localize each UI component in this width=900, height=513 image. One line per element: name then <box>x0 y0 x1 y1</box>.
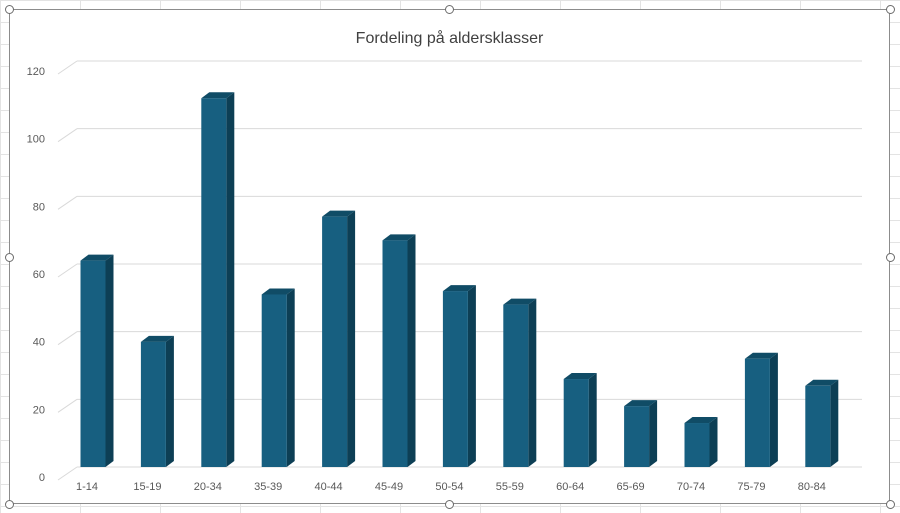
bar[interactable] <box>684 417 718 467</box>
gridline-depth <box>57 263 78 278</box>
bar-front <box>80 260 106 467</box>
y-tick-label: 20 <box>33 404 45 416</box>
x-tick-label: 65-69 <box>617 481 645 493</box>
x-tick-label: 45-49 <box>375 481 403 493</box>
resize-handle-top-center[interactable] <box>445 5 454 14</box>
bar[interactable] <box>322 210 356 467</box>
x-tick-label: 75-79 <box>737 481 765 493</box>
bar-side <box>830 379 839 467</box>
resize-handle-bottom-left[interactable] <box>5 500 14 509</box>
bar-side <box>347 210 356 467</box>
y-tick-label: 80 <box>33 201 45 213</box>
bar-side <box>105 254 114 467</box>
gridline-depth <box>57 331 78 346</box>
resize-handle-middle-right[interactable] <box>886 253 895 262</box>
y-tick-label: 40 <box>33 337 45 349</box>
bar-top <box>201 92 235 99</box>
bar-front <box>322 216 348 467</box>
bar-side <box>649 400 658 467</box>
resize-handle-middle-left[interactable] <box>5 253 14 262</box>
x-axis-ticks: 1-14 15-19 20-34 35-39 40-44 45-49 50-54 55-59 6… <box>76 481 826 493</box>
gridline-depth <box>57 195 78 210</box>
x-tick-label: 1-14 <box>76 481 98 493</box>
y-tick-label: 60 <box>33 269 45 281</box>
bar-front <box>805 385 831 467</box>
resize-handle-top-right[interactable] <box>886 5 895 14</box>
bar-side <box>528 298 537 467</box>
bar[interactable] <box>201 92 235 467</box>
bar-front <box>382 240 408 467</box>
gridline-depth <box>57 60 78 75</box>
y-axis-ticks: 0 20 40 60 80 100 120 <box>27 66 45 484</box>
bar[interactable] <box>624 400 658 467</box>
bar-side <box>407 234 416 467</box>
bar-side <box>165 335 174 467</box>
x-tick-label: 70-74 <box>677 481 705 493</box>
bar-front <box>624 406 650 467</box>
gridline-depth <box>57 466 78 481</box>
y-tick-label: 120 <box>27 66 45 78</box>
bar-side <box>709 417 718 467</box>
bar-top <box>442 285 476 292</box>
bar-top <box>563 373 597 380</box>
x-tick-label: 50-54 <box>435 481 463 493</box>
bar-top <box>503 298 537 305</box>
bar-top <box>684 417 718 424</box>
gridline-depth <box>57 128 78 143</box>
bar[interactable] <box>442 285 476 467</box>
bars <box>80 92 839 467</box>
resize-handle-top-left[interactable] <box>5 5 14 14</box>
x-tick-label: 35-39 <box>254 481 282 493</box>
bar-top <box>382 234 416 241</box>
bar-side <box>769 352 778 467</box>
bar-top <box>805 379 839 386</box>
x-tick-label: 60-64 <box>556 481 584 493</box>
bar-side <box>226 92 235 467</box>
bar[interactable] <box>80 254 114 467</box>
bar-top <box>624 400 658 407</box>
bar[interactable] <box>382 234 416 467</box>
x-tick-label: 40-44 <box>315 481 343 493</box>
x-tick-label: 55-59 <box>496 481 524 493</box>
y-tick-label: 0 <box>39 472 45 484</box>
bar-top <box>322 210 356 217</box>
x-tick-label: 15-19 <box>133 481 161 493</box>
bar-top <box>261 288 295 295</box>
resize-handle-bottom-center[interactable] <box>445 500 454 509</box>
bar[interactable] <box>744 352 778 467</box>
bar-top <box>80 254 114 261</box>
bar-front <box>563 379 589 467</box>
gridline-depth <box>57 398 78 413</box>
bar-front <box>442 291 468 467</box>
x-tick-label: 20-34 <box>194 481 222 493</box>
bar-top <box>744 352 778 359</box>
x-tick-label: 80-84 <box>798 481 826 493</box>
resize-handle-bottom-right[interactable] <box>886 500 895 509</box>
bar-front <box>201 98 227 467</box>
y-tick-label: 100 <box>27 134 45 146</box>
bar-top <box>140 335 174 342</box>
bar[interactable] <box>503 298 537 467</box>
bar-front <box>261 294 287 467</box>
chart-title: Fordeling på aldersklasser <box>355 30 544 47</box>
bar[interactable] <box>261 288 295 467</box>
bar-front <box>744 358 770 467</box>
bar[interactable] <box>563 373 597 467</box>
bar[interactable] <box>140 335 174 467</box>
bar-front <box>140 341 166 467</box>
bar[interactable] <box>805 379 839 467</box>
bar-front <box>503 304 529 467</box>
bar-side <box>286 288 295 467</box>
bar-front <box>684 423 710 467</box>
bar-side <box>467 285 476 467</box>
bar-side <box>588 373 597 467</box>
